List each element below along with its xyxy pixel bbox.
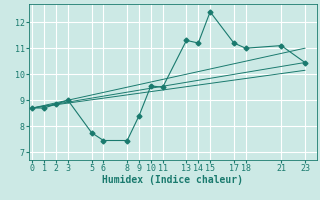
- X-axis label: Humidex (Indice chaleur): Humidex (Indice chaleur): [102, 175, 243, 185]
